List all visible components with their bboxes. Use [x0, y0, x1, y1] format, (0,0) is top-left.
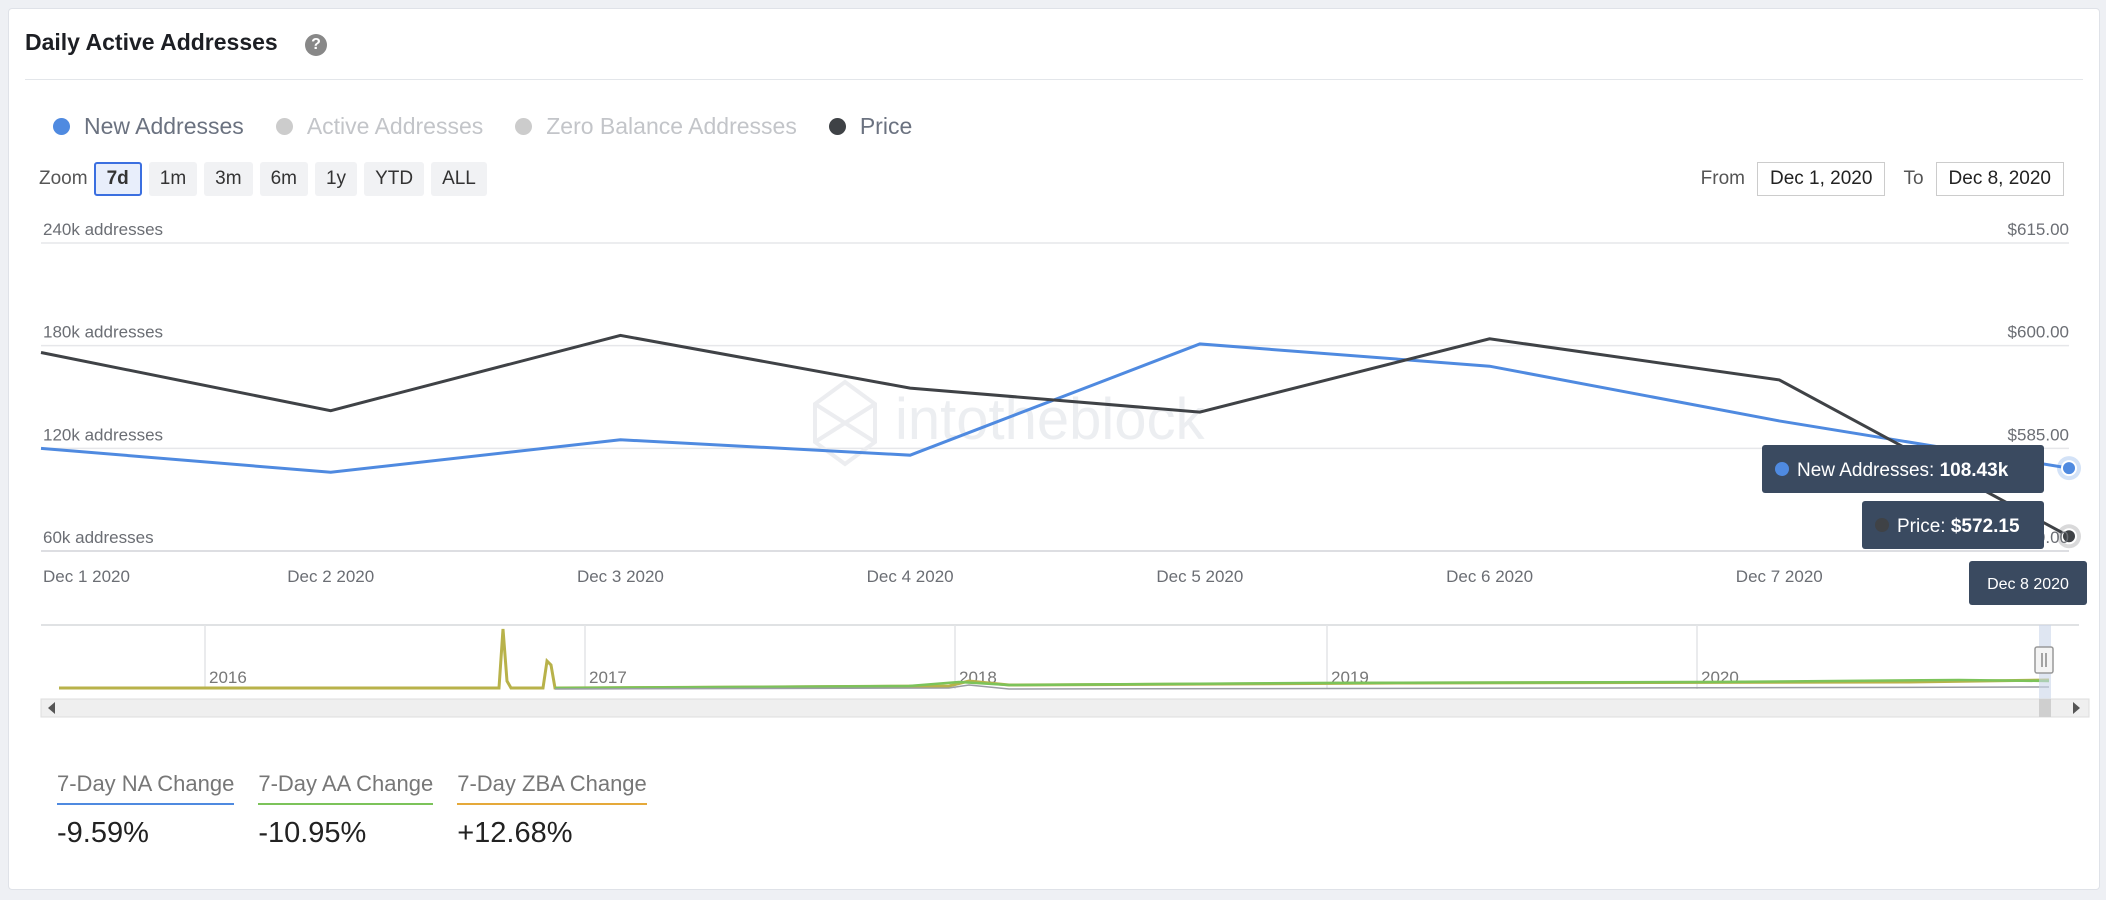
to-label: To: [1903, 168, 1924, 189]
to-date-input[interactable]: Dec 8, 2020: [1935, 162, 2064, 196]
chart-card: Daily Active Addresses ? New Addresses A…: [8, 8, 2100, 890]
legend-dot-icon: [53, 118, 70, 135]
tooltip-dot-icon: [1775, 462, 1789, 476]
legend-active-addresses[interactable]: Active Addresses: [275, 113, 484, 140]
navigator-series-zba: [59, 628, 2050, 690]
y-left-tick-label: 60k addresses: [43, 528, 154, 547]
tooltip-new-addresses-text: New Addresses: 108.43k: [1797, 460, 2009, 481]
from-label: From: [1700, 168, 1745, 189]
data-point-new-addresses: [2061, 460, 2077, 477]
y-left-tick-label: 120k addresses: [43, 425, 163, 444]
tooltip-price-box: [1862, 501, 2044, 549]
stat-aa-change: 7-Day AA Change -10.95%: [258, 771, 434, 850]
scroll-left-icon: [48, 702, 55, 714]
tooltip-new-addresses-box: [1762, 445, 2044, 493]
legend-new-addresses[interactable]: New Addresses: [53, 113, 244, 140]
zoom-7d-button[interactable]: 7d: [93, 162, 142, 196]
page-title: Daily Active Addresses: [25, 29, 278, 55]
tooltip-date-text: Dec 8 2020: [1987, 576, 2069, 593]
zoom-1m-button[interactable]: 1m: [148, 162, 198, 196]
stat-label: 7-Day ZBA Change: [457, 771, 647, 805]
series-line-price: [40, 333, 2070, 538]
y-left-tick-label: 240k addresses: [43, 220, 163, 239]
x-tick-label: Dec 3 2020: [577, 567, 664, 586]
zoom-3m-button[interactable]: 3m: [204, 162, 253, 196]
zoom-controls: Zoom 7d 1m 3m 6m 1y YTD ALL: [39, 162, 494, 196]
y-right-tick-label: $615.00: [2008, 220, 2069, 239]
zoom-all-button[interactable]: ALL: [431, 162, 487, 196]
legend-dot-icon: [828, 118, 846, 135]
navigator-year-label: 2020: [1701, 668, 1739, 687]
data-point-price: [2061, 528, 2077, 545]
from-date-input[interactable]: Dec 1, 2020: [1756, 162, 1886, 196]
x-tick-label: Dec 1 2020: [43, 567, 130, 586]
x-tick-label: Dec 7 2020: [1736, 567, 1823, 586]
header-divider: [25, 79, 2083, 80]
date-range: From Dec 1, 2020 To Dec 8, 2020: [1683, 162, 2064, 196]
line-chart: intotheblock Dec 1 2020 Dec 2 2020 Dec 3 2…: [40, 220, 2090, 718]
legend-label: Price: [859, 113, 913, 139]
scrollbar-thumb: [2039, 699, 2051, 717]
stat-label: 7-Day AA Change: [258, 771, 434, 805]
zoom-1y-button[interactable]: 1y: [314, 162, 358, 196]
x-tick-label: Dec 4 2020: [867, 567, 954, 586]
change-stats: 7-Day NA Change -9.59% 7-Day AA Change -…: [57, 771, 671, 850]
x-tick-label: Dec 6 2020: [1446, 567, 1533, 586]
question-circle-icon[interactable]: ?: [305, 34, 327, 56]
zoom-ytd-button[interactable]: YTD: [364, 162, 425, 196]
watermark-logo-icon: [813, 379, 877, 467]
chart-legend: New Addresses Active Addresses Zero Bala…: [53, 113, 944, 140]
stat-zba-change: 7-Day ZBA Change +12.68%: [457, 771, 647, 850]
legend-dot-icon: [515, 118, 533, 135]
stat-na-change: 7-Day NA Change -9.59%: [57, 771, 235, 850]
tooltip-dot-icon: [1875, 518, 1889, 532]
legend-zero-balance-addresses[interactable]: Zero Balance Addresses: [515, 113, 797, 140]
navigator-series-na: [554, 684, 2050, 690]
legend-label: Zero Balance Addresses: [546, 113, 797, 139]
scrollbar-track: [40, 698, 2090, 718]
legend-dot-icon: [275, 118, 293, 135]
legend-price[interactable]: Price: [828, 113, 913, 140]
navigator-year-label: 2016: [209, 668, 247, 687]
y-right-tick-label: $585.00: [2008, 425, 2069, 444]
y-right-tick-label: $600.00: [2008, 323, 2069, 342]
stat-value: -9.59%: [57, 817, 149, 849]
tooltip-price-text: Price: $572.15: [1897, 516, 2020, 537]
legend-label: Active Addresses: [306, 113, 484, 139]
navigator-year-label: 2017: [589, 668, 627, 687]
scroll-right-icon: [2073, 702, 2080, 714]
stat-value: +12.68%: [457, 817, 573, 849]
navigator-series-aa: [554, 678, 2050, 690]
zoom-6m-button[interactable]: 6m: [259, 162, 308, 196]
legend-label: New Addresses: [84, 113, 244, 139]
x-tick-label: Dec 5 2020: [1156, 567, 1243, 586]
y-left-tick-label: 180k addresses: [43, 323, 163, 342]
navigator-handle: [2034, 646, 2054, 674]
stat-value: -10.95%: [258, 817, 367, 849]
stat-label: 7-Day NA Change: [57, 771, 235, 805]
tooltip-date-box: [1969, 561, 2087, 605]
x-tick-label: Dec 2 2020: [287, 567, 374, 586]
zoom-label: Zoom: [39, 168, 88, 189]
